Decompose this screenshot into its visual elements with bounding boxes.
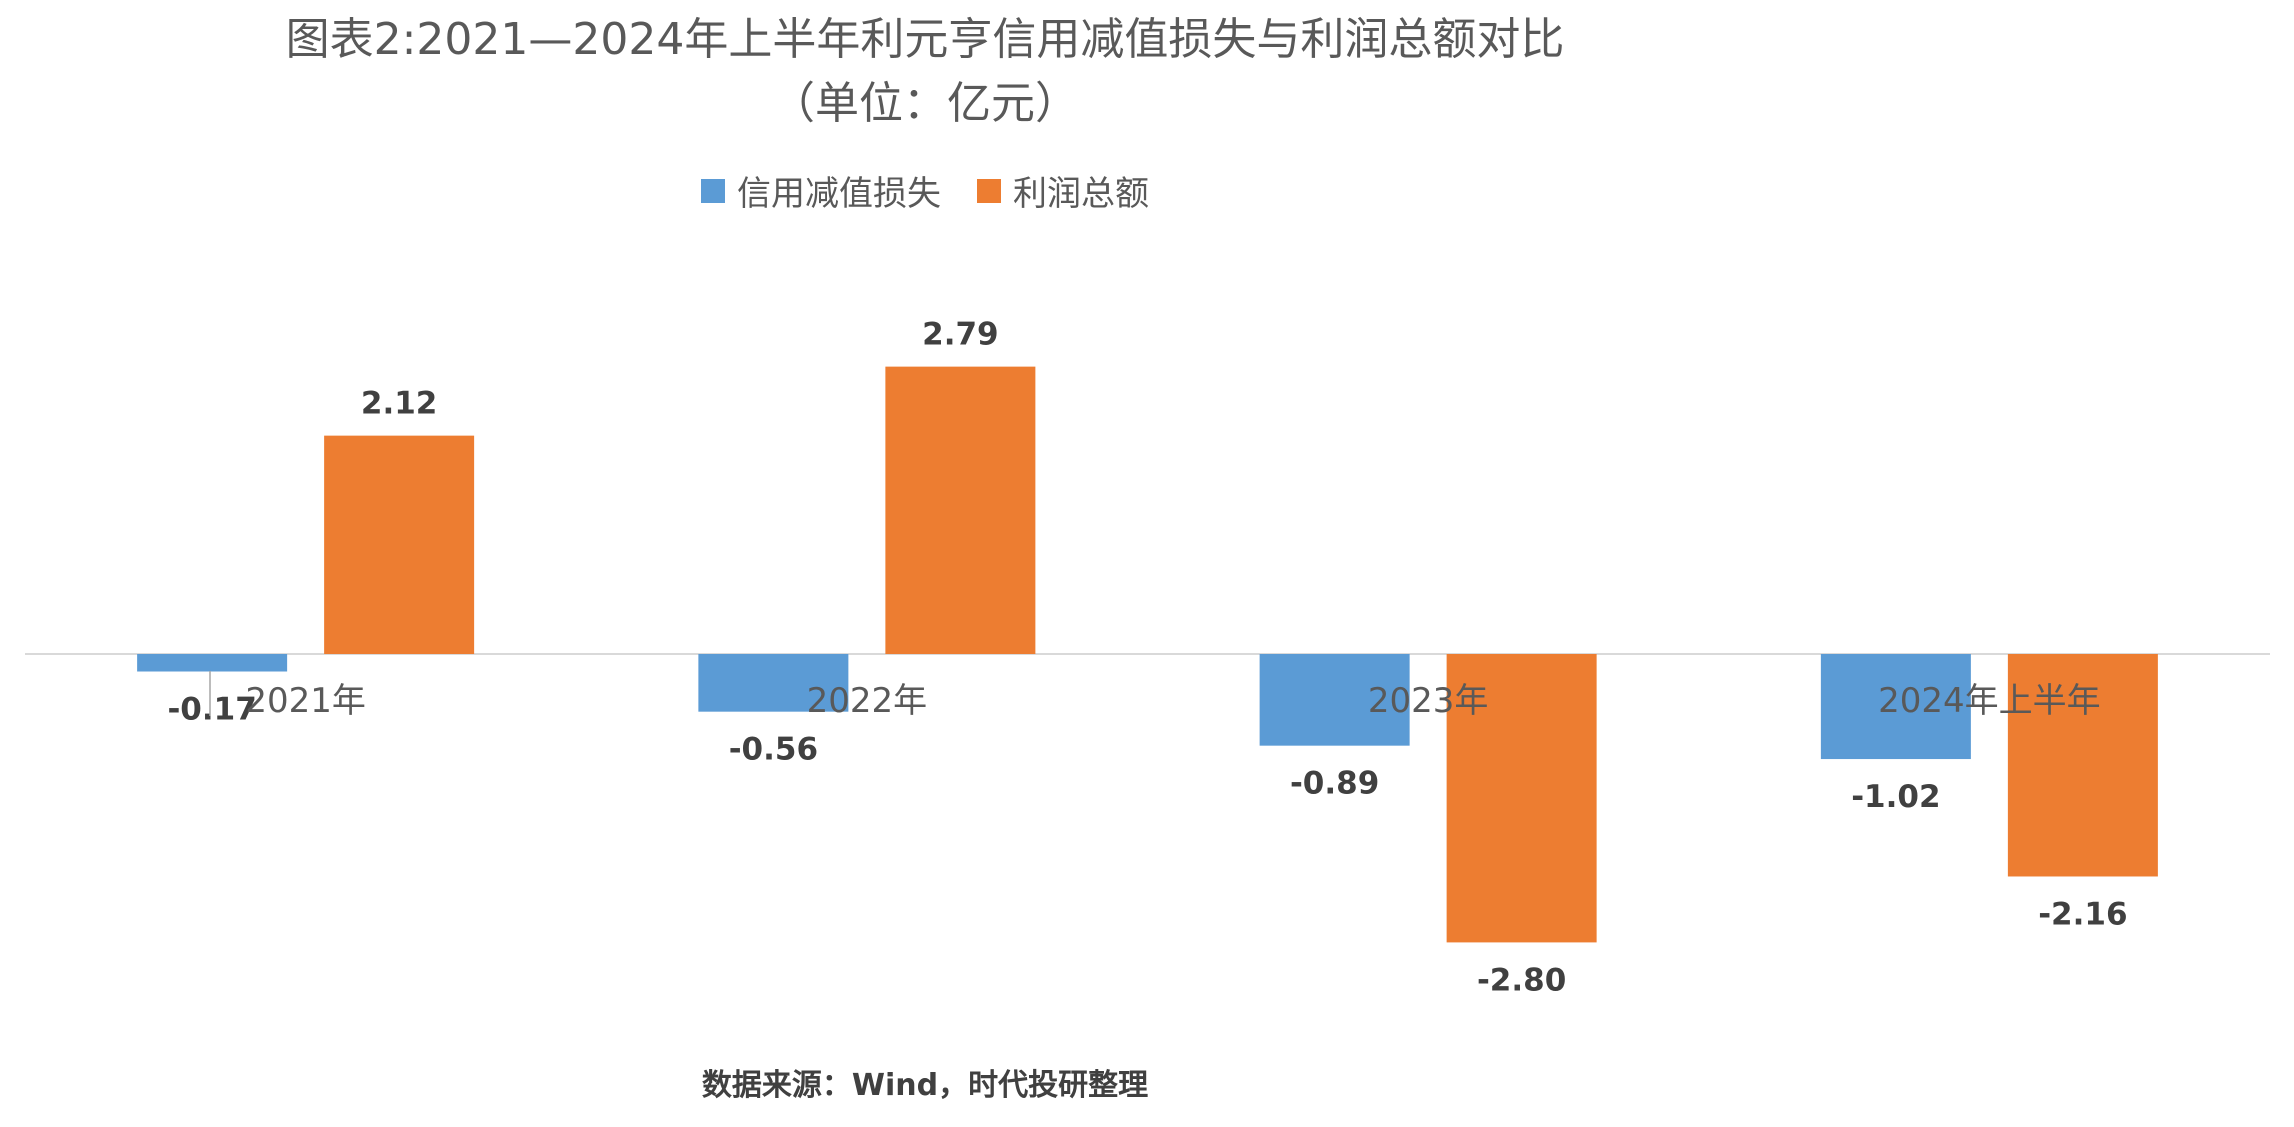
bar-credit-loss-3 bbox=[1820, 654, 1971, 760]
source-note: 数据来源：Wind，时代投研整理 bbox=[701, 1068, 1149, 1103]
bar-total-profit-0 bbox=[324, 435, 475, 654]
legend-label-credit-loss: 信用减值损失 bbox=[737, 174, 941, 214]
data-label: -2.80 bbox=[1477, 962, 1566, 998]
chart-title: 图表2:2021—2024年上半年利元亨信用减值损失与利润总额对比 bbox=[285, 14, 1565, 65]
bar-total-profit-3 bbox=[2007, 654, 2158, 877]
x-tick-label: 2021年 bbox=[245, 681, 366, 721]
bar-credit-loss-1 bbox=[698, 654, 849, 712]
legend-swatch-total-profit bbox=[977, 178, 1001, 203]
bar-credit-loss-2 bbox=[1259, 654, 1410, 746]
bar-total-profit-1 bbox=[885, 366, 1036, 654]
legend: 信用减值损失 利润总额 bbox=[0, 166, 1850, 215]
data-label: 2.79 bbox=[922, 317, 999, 353]
bar-credit-loss-0 bbox=[137, 654, 288, 672]
legend-item-credit-loss: 信用减值损失 bbox=[701, 166, 941, 215]
data-label: -0.89 bbox=[1290, 766, 1379, 802]
data-label: -0.17 bbox=[167, 692, 256, 728]
data-label: 2.12 bbox=[361, 386, 438, 422]
legend-item-total-profit: 利润总额 bbox=[977, 166, 1149, 215]
chart-subtitle: （单位：亿元） bbox=[771, 78, 1079, 129]
x-tick-label: 2022年 bbox=[807, 681, 928, 721]
data-label: -2.16 bbox=[2038, 896, 2127, 932]
legend-label-total-profit: 利润总额 bbox=[1013, 174, 1149, 214]
bar-total-profit-2 bbox=[1446, 654, 1597, 943]
legend-swatch-credit-loss bbox=[701, 178, 725, 203]
data-label: -0.56 bbox=[729, 732, 818, 768]
x-tick-label: 2024年上半年 bbox=[1878, 681, 2101, 721]
x-tick-label: 2023年 bbox=[1368, 681, 1489, 721]
data-label: -1.02 bbox=[1851, 779, 1940, 815]
